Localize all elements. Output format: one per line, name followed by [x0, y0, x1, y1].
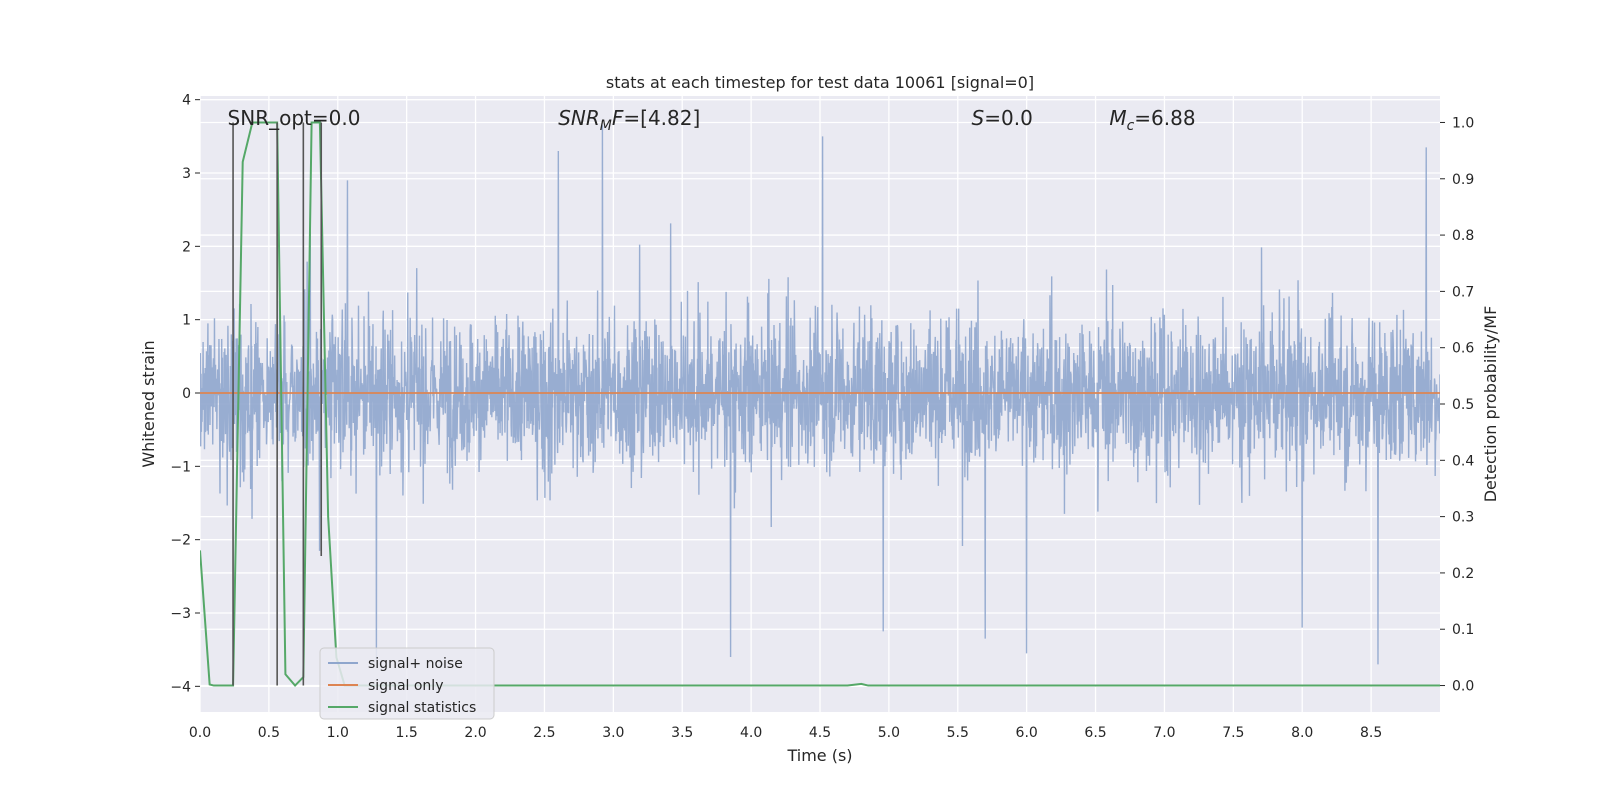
x-tick-label: 6.0: [1016, 725, 1038, 741]
y-axis-label-right: Detection probability/MF: [1481, 306, 1500, 503]
x-tick-label: 0.5: [258, 725, 280, 741]
y-right-tick-label: 0.2: [1452, 566, 1474, 582]
legend-label: signal statistics: [368, 700, 476, 716]
y-left-tick-label: −3: [170, 606, 191, 622]
x-tick-label: 2.0: [464, 725, 486, 741]
x-tick-label: 4.0: [740, 725, 762, 741]
x-tick-label: 3.5: [671, 725, 693, 741]
y-right-tick-label: 0.7: [1452, 284, 1474, 300]
y-right-tick-label: 0.0: [1452, 679, 1474, 695]
x-tick-label: 2.5: [533, 725, 555, 741]
y-right-tick-label: 0.6: [1452, 341, 1474, 357]
x-tick-label: 1.0: [327, 725, 349, 741]
y-axis-label-left: Whitened strain: [139, 340, 158, 467]
x-tick-label: 7.5: [1222, 725, 1244, 741]
annotation-subscript: M: [600, 118, 612, 134]
y-right-tick-label: 0.1: [1452, 622, 1474, 638]
annotation-rest: F: [612, 106, 624, 130]
plot-area: [200, 121, 1440, 688]
annotation: SNRMF=[4.82]: [558, 106, 700, 134]
x-tick-label: 0.0: [189, 725, 211, 741]
x-tick-label: 8.0: [1291, 725, 1313, 741]
y-right-tick-label: 0.9: [1452, 172, 1474, 188]
legend-label: signal only: [368, 678, 443, 694]
legend-box: [319, 647, 495, 720]
annotation-rest: =6.88: [1134, 106, 1195, 130]
annotation: S=0.0: [972, 106, 1033, 130]
y-left-tick-label: 0: [182, 386, 191, 402]
y-right-tick-label: 1.0: [1452, 115, 1474, 131]
x-tick-label: 7.0: [1153, 725, 1175, 741]
annotation: Mc=6.88: [1109, 106, 1195, 134]
annotation-rest: =0.0: [984, 106, 1033, 130]
y-left-tick-label: −1: [170, 459, 191, 475]
x-tick-label: 3.0: [602, 725, 624, 741]
annotation-subscript: c: [1127, 118, 1135, 134]
x-tick-label: 1.5: [396, 725, 418, 741]
y-right-tick-label: 0.4: [1452, 453, 1474, 469]
x-tick-label: 5.5: [947, 725, 969, 741]
annotations: SNR_opt=0.0 SNRMF=[4.82] S=0.0 Mc=6.88: [228, 106, 1196, 134]
x-tick-label: 8.5: [1360, 725, 1382, 741]
annotation: SNR_opt=0.0: [228, 106, 361, 130]
y-right-tick-label: 0.8: [1452, 228, 1474, 244]
ticks: 0.0 0.5 1.0 1.5 2.0 2.5 3.0 3.5 4.0 4.5 5.0 5.5 6.0 6…: [170, 93, 1474, 741]
annotation-rest: =[4.82]: [623, 106, 700, 130]
y-left-tick-label: 2: [182, 239, 191, 255]
chart-title: stats at each timestep for test data 100…: [606, 73, 1034, 92]
legend-label: signal+ noise: [368, 656, 463, 672]
y-left-tick-label: 3: [182, 166, 191, 182]
x-tick-label: 5.0: [878, 725, 900, 741]
y-left-tick-label: −2: [170, 533, 191, 549]
y-right-tick-label: 0.3: [1452, 510, 1474, 526]
annotation-base: M: [1109, 106, 1126, 130]
annotation-base: SNR: [558, 106, 600, 130]
series-signal-noise: [200, 125, 1440, 665]
annotation-base: S: [972, 106, 985, 130]
y-left-tick-label: 4: [182, 93, 191, 109]
x-tick-label: 4.5: [809, 725, 831, 741]
series-signal-statistics: [200, 121, 1440, 688]
x-tick-label: 6.5: [1084, 725, 1106, 741]
x-axis-label: Time (s): [786, 746, 852, 765]
y-left-tick-label: 1: [182, 313, 191, 329]
y-right-tick-label: 0.5: [1452, 397, 1474, 413]
legend: signal+ noise signal only signal statistic…: [319, 647, 495, 720]
y-left-tick-label: −4: [170, 679, 191, 695]
